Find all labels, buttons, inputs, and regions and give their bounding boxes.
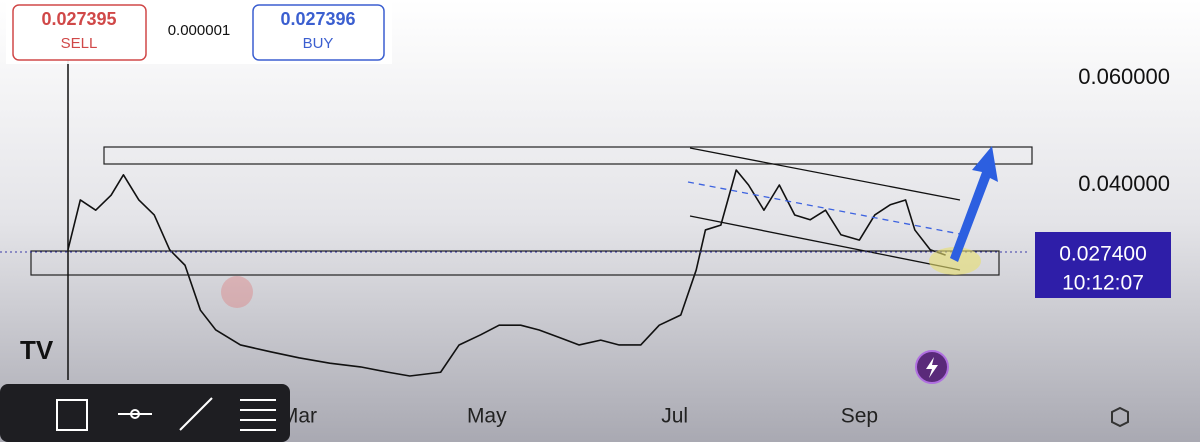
sell-price: 0.027395 (41, 9, 116, 29)
resistance-zone (103, 146, 1033, 165)
spread: 0.000001 (168, 22, 231, 39)
logo: TV (20, 335, 54, 365)
last-price-tag (1035, 232, 1171, 298)
x-tick-label: Sep (841, 405, 878, 428)
channel-top (689, 147, 961, 201)
countdown: 10:12:07 (1062, 272, 1144, 295)
x-tick-label: Jul (661, 405, 688, 428)
hline-handle (130, 409, 140, 419)
y-tick-label: 0.060000 (1078, 64, 1170, 89)
buy-price: 0.027396 (280, 9, 355, 29)
buy-button[interactable] (252, 4, 385, 61)
trend-tool[interactable] (179, 397, 213, 431)
marker (221, 276, 253, 308)
price-line (67, 169, 946, 377)
rect-tool[interactable] (56, 399, 88, 431)
arrow (950, 146, 998, 262)
last-price: 0.027400 (1059, 243, 1147, 266)
y-tick-label: 0.040000 (1078, 171, 1170, 196)
x-tick-label: May (467, 405, 507, 428)
sell-button[interactable] (12, 4, 147, 61)
channel-mid (687, 181, 961, 235)
buy-label: BUY (303, 35, 334, 52)
sell-label: SELL (61, 35, 98, 52)
support-zone (30, 250, 1000, 276)
flash-icon (926, 357, 938, 378)
settings[interactable] (1111, 406, 1129, 428)
highlight (929, 247, 981, 275)
channel-bottom (689, 215, 961, 271)
